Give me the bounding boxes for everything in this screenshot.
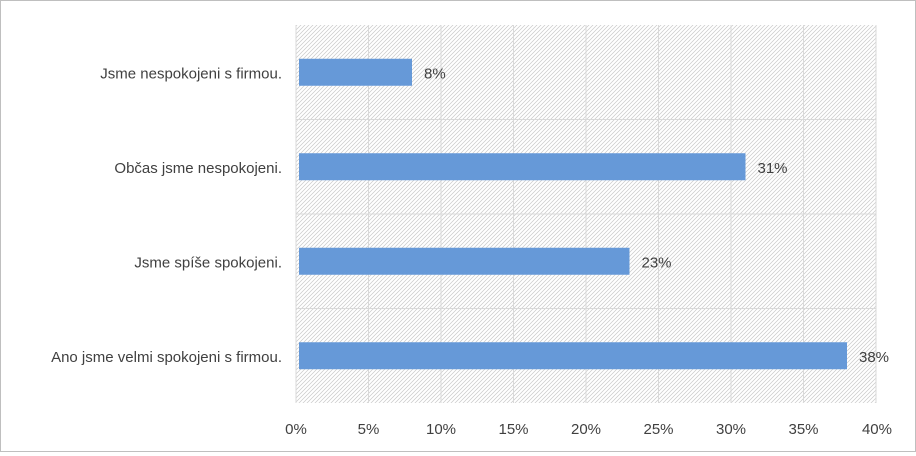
category-labels: Jsme nespokojeni s firmou. Občas jsme nes… <box>51 65 282 366</box>
category-label-2: Jsme spíše spokojeni. <box>134 254 282 271</box>
x-tick-label-3: 15% <box>498 421 528 438</box>
category-label-0: Jsme nespokojeni s firmou. <box>100 65 282 82</box>
bars <box>299 58 847 370</box>
x-tick-label-7: 35% <box>788 421 818 438</box>
x-tick-labels: 0% 5% 10% 15% 20% 25% 30% 35% 40% <box>285 421 892 438</box>
category-label-1: Občas jsme nespokojeni. <box>114 160 282 177</box>
bar-3 <box>299 342 847 370</box>
gridlines <box>295 25 877 403</box>
category-label-3: Ano jsme velmi spokojeni s firmou. <box>51 349 282 366</box>
x-tick-label-0: 0% <box>285 421 307 438</box>
x-tick-label-5: 25% <box>643 421 673 438</box>
value-label-1: 31% <box>758 160 788 177</box>
value-label-2: 23% <box>642 254 672 271</box>
x-tick-label-8: 40% <box>862 421 892 438</box>
bar-2 <box>299 247 630 275</box>
bar-1 <box>299 153 746 181</box>
value-label-0: 8% <box>424 65 446 82</box>
x-tick-label-2: 10% <box>426 421 456 438</box>
bar-0 <box>299 58 412 86</box>
value-label-3: 38% <box>859 349 889 366</box>
value-labels: 8% 31% 23% 38% <box>424 65 889 366</box>
x-tick-label-6: 30% <box>716 421 746 438</box>
x-tick-label-1: 5% <box>358 421 380 438</box>
x-tick-label-4: 20% <box>571 421 601 438</box>
